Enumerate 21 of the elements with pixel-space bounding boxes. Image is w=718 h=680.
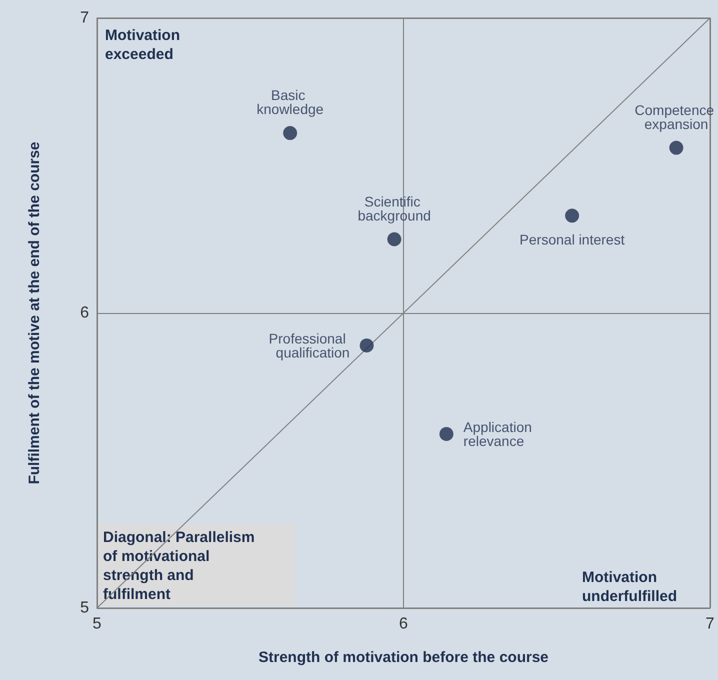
- point: [360, 338, 374, 352]
- x-axis-title: Strength of motivation before the course: [258, 649, 549, 666]
- x-tick-label: 7: [706, 616, 715, 632]
- series-label: Professional qualification: [268, 330, 350, 360]
- point: [669, 140, 684, 155]
- annotation: Motivation exceeded: [105, 27, 184, 63]
- y-tick-label: 5: [80, 600, 90, 616]
- annotation: Diagonal: Parallelism of motivational strength and fulfilment: [103, 529, 259, 603]
- x-tick-label: 6: [399, 616, 408, 632]
- point: [565, 208, 580, 223]
- series-label: Application relevance: [463, 418, 536, 449]
- x-tick-label: 5: [92, 616, 102, 632]
- annotation: Motivation underfulfilled: [582, 569, 677, 605]
- y-axis-title: Fulfilment of the motive at the end of the course: [26, 142, 43, 484]
- series-label: Personal interest: [520, 232, 625, 248]
- y-tick-label: 7: [80, 10, 90, 26]
- point: [283, 126, 298, 140]
- y-tick-label: 6: [80, 304, 90, 322]
- series-label: Basic knowledge: [256, 87, 324, 118]
- point: [439, 426, 454, 441]
- point: [387, 232, 402, 246]
